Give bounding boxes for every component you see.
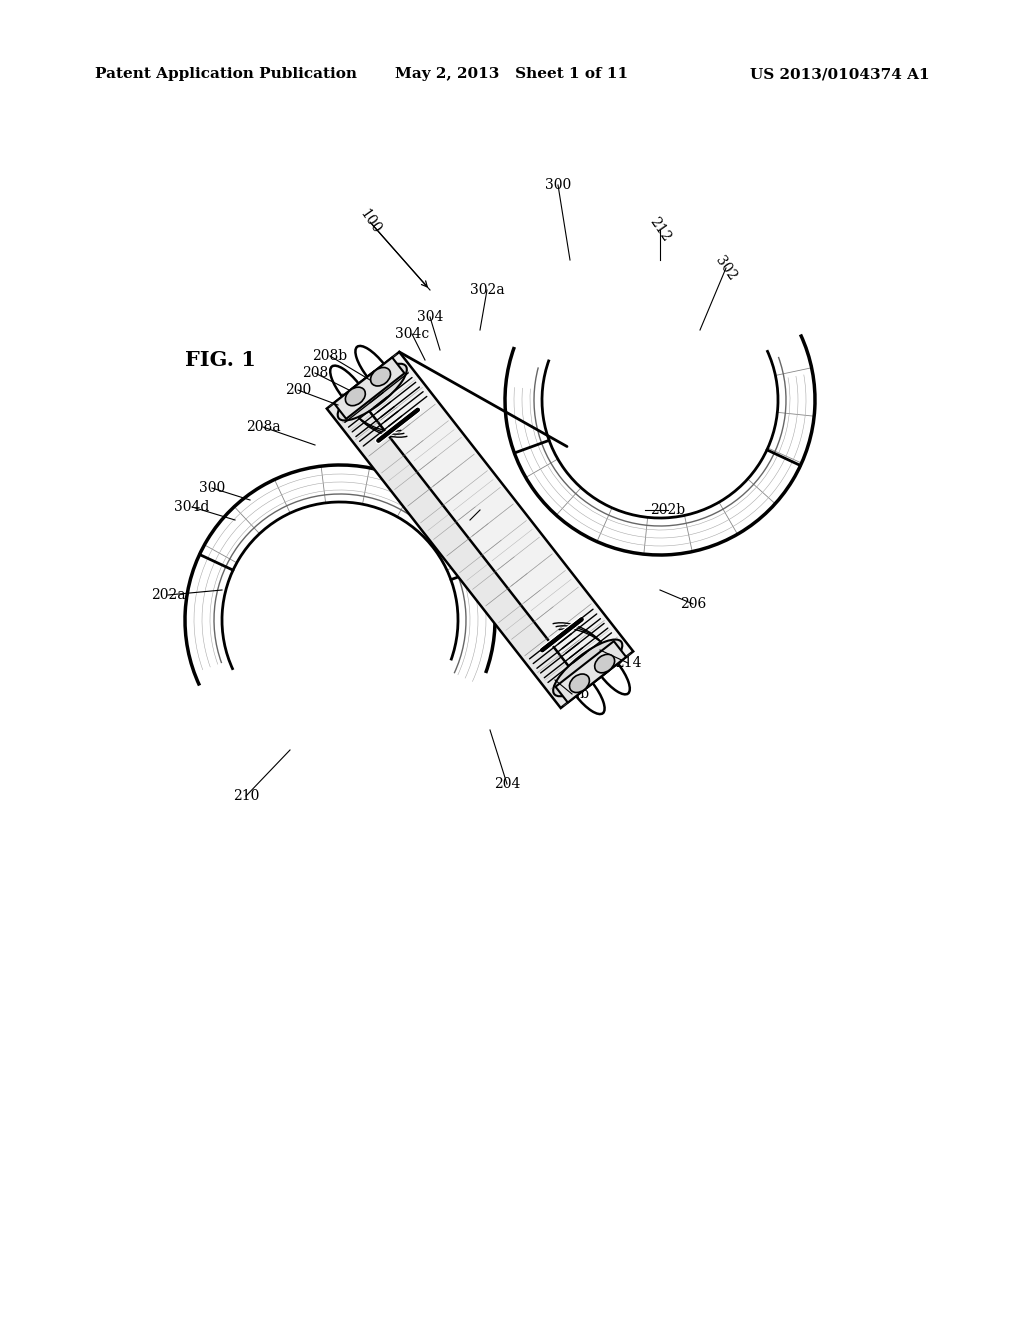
Text: 304d: 304d [174, 500, 210, 513]
Text: 302: 302 [713, 253, 739, 282]
Polygon shape [327, 372, 608, 708]
Text: 202b: 202b [650, 503, 685, 517]
Ellipse shape [338, 364, 407, 421]
Text: 300: 300 [199, 480, 225, 495]
Text: 202: 202 [457, 513, 483, 527]
Text: 204: 204 [494, 777, 520, 791]
Text: 302b: 302b [554, 686, 590, 701]
Text: US 2013/0104374 A1: US 2013/0104374 A1 [751, 67, 930, 81]
Text: 100: 100 [356, 207, 383, 236]
Text: 208b: 208b [312, 348, 347, 363]
Ellipse shape [569, 675, 590, 693]
Ellipse shape [595, 655, 614, 673]
Text: 206: 206 [680, 597, 707, 611]
Text: FIG. 1: FIG. 1 [185, 350, 256, 370]
Ellipse shape [345, 387, 366, 405]
Text: 208a: 208a [246, 420, 281, 434]
Text: 200: 200 [285, 383, 311, 397]
Text: May 2, 2013   Sheet 1 of 11: May 2, 2013 Sheet 1 of 11 [395, 67, 629, 81]
Polygon shape [334, 358, 404, 418]
Text: 302a: 302a [470, 282, 504, 297]
Polygon shape [555, 642, 626, 702]
Text: 300: 300 [545, 178, 571, 191]
Text: 214: 214 [614, 656, 641, 671]
Text: 304: 304 [417, 310, 443, 323]
Ellipse shape [371, 367, 390, 385]
Polygon shape [352, 352, 633, 688]
Text: 210: 210 [232, 789, 259, 803]
Text: Patent Application Publication: Patent Application Publication [95, 67, 357, 81]
Polygon shape [352, 372, 607, 688]
Ellipse shape [553, 639, 623, 696]
Text: 208: 208 [302, 366, 328, 380]
Text: 202a: 202a [151, 587, 185, 602]
Text: 304c: 304c [395, 327, 429, 341]
Text: 212: 212 [647, 215, 674, 244]
